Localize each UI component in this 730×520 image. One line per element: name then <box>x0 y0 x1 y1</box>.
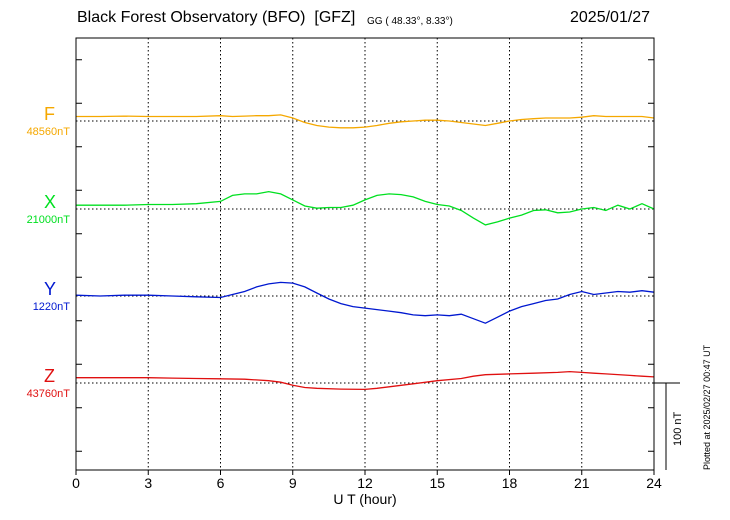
component-letter-x: X <box>44 192 57 212</box>
series-line-z <box>76 370 655 391</box>
baselines <box>76 120 654 384</box>
station-title: Black Forest Observatory (BFO) [GFZ] <box>77 9 356 26</box>
x-ticks: 0 3 6 9 12 15 18 21 24 U T (hour) <box>72 470 662 507</box>
x-tick-label-24: 24 <box>646 475 662 491</box>
x-tick-label-15: 15 <box>429 475 445 491</box>
x-tick-label-6: 6 <box>217 475 225 491</box>
agency-label: [GFZ] <box>314 9 356 26</box>
grid <box>147 38 583 470</box>
x-tick-label-18: 18 <box>502 475 518 491</box>
component-letter-z: Z <box>44 366 55 386</box>
component-letter-y: Y <box>44 279 57 299</box>
component-baseline-x: 21000nT <box>26 214 70 226</box>
series-lines <box>75 114 655 391</box>
y-ticks <box>76 59 654 452</box>
x-axis-label: U T (hour) <box>333 491 396 507</box>
series-line-x <box>76 190 655 226</box>
component-baseline-z: 43760nT <box>26 388 70 400</box>
x-tick-label-12: 12 <box>357 475 373 491</box>
component-baseline-y: 1220nT <box>32 301 70 313</box>
x-tick-label-21: 21 <box>574 475 590 491</box>
component-baseline-f: 48560nT <box>26 126 70 138</box>
x-tick-label-9: 9 <box>289 475 297 491</box>
x-tick-label-0: 0 <box>72 475 80 491</box>
series-line-y <box>75 281 655 324</box>
scale-bar-label: 100 nT <box>672 411 684 446</box>
component-letter-f: F <box>44 104 55 124</box>
station-coordinates: GG ( 48.33°, 8.33°) <box>367 16 453 27</box>
plotted-note: Plotted at 2025/02/27 00:47 UT <box>702 344 712 470</box>
scale-bar <box>654 382 680 470</box>
chart-date: 2025/01/27 <box>570 9 651 26</box>
x-tick-label-3: 3 <box>144 475 152 491</box>
series-line-f <box>76 114 655 129</box>
